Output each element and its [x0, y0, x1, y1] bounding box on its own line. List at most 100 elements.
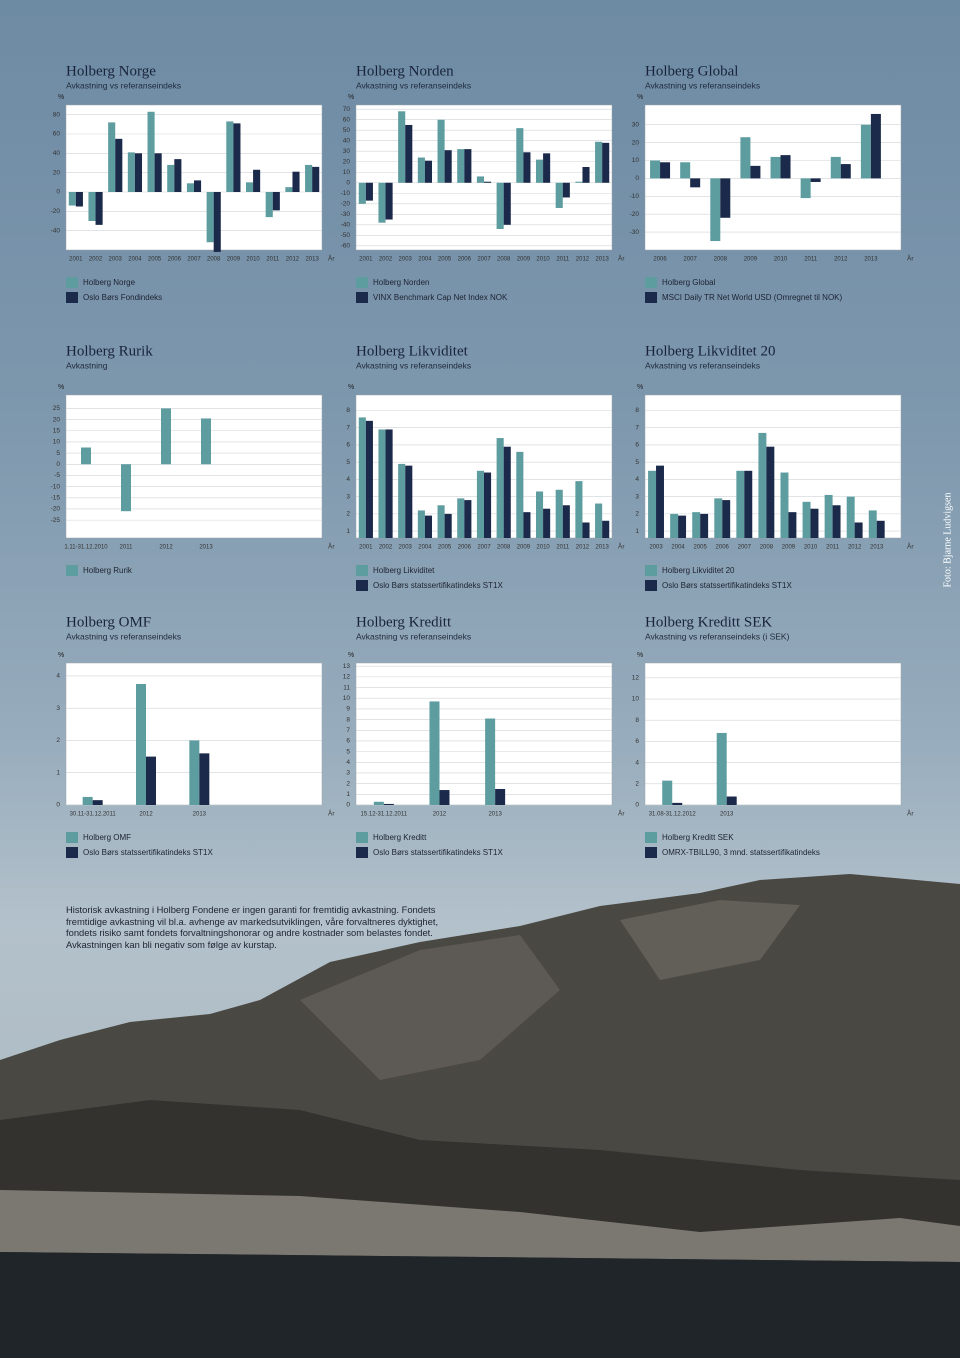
bar [484, 472, 492, 538]
y-axis-label: % [348, 652, 354, 659]
bar [444, 513, 452, 538]
bar [495, 788, 506, 805]
x-tick-label: 2013 [595, 545, 609, 551]
bar [206, 192, 214, 243]
bar [870, 113, 881, 179]
y-tick-label: 4 [56, 673, 60, 680]
bar [744, 470, 753, 538]
bar [714, 498, 723, 538]
bar [457, 149, 465, 183]
y-tick-label: -15 [51, 495, 61, 502]
bar [840, 164, 851, 179]
bar [365, 182, 373, 201]
y-tick-label: -5 [54, 472, 60, 479]
bar [555, 182, 563, 208]
y-tick-label: -20 [630, 211, 640, 218]
y-tick-label: 10 [343, 695, 351, 702]
bar [535, 491, 544, 538]
chart-subtitle: Avkastning vs referanseindeks [66, 631, 181, 641]
y-tick-label: 20 [632, 139, 640, 146]
legend-label: Holberg Kreditt [373, 833, 427, 842]
x-axis-label: År [328, 809, 335, 818]
y-tick-label: 12 [343, 674, 351, 681]
chart-title: Holberg Kreditt SEK [645, 614, 772, 630]
bar [373, 801, 384, 805]
y-tick-label: -50 [341, 232, 351, 239]
x-tick-label: 2008 [207, 257, 221, 263]
x-tick-label: 2007 [683, 257, 697, 263]
x-tick-label: 2008 [497, 545, 511, 551]
bar [810, 178, 821, 182]
legend-swatch [356, 847, 368, 858]
bar [758, 432, 767, 538]
bar [476, 176, 484, 183]
legend-label: Oslo Børs statssertifikatindeks ST1X [662, 581, 792, 590]
x-tick-label: 2007 [738, 545, 752, 551]
x-tick-label: 2012 [286, 257, 300, 263]
y-tick-label: 40 [53, 150, 61, 157]
bar [602, 142, 610, 183]
legend-label: Oslo Børs statssertifikatindeks ST1X [373, 848, 503, 857]
bar [154, 153, 162, 192]
legend-label: Holberg Likviditet 20 [662, 566, 735, 575]
y-axis-label: % [58, 94, 64, 101]
y-tick-label: 5 [635, 459, 639, 466]
legend-swatch [645, 565, 657, 576]
y-tick-label: 10 [632, 696, 640, 703]
bar [464, 500, 472, 538]
legend-swatch [645, 832, 657, 843]
bar [800, 178, 811, 199]
bar [82, 796, 93, 805]
bar [523, 512, 531, 538]
x-tick-label: 2011 [826, 545, 840, 551]
y-axis-label: % [348, 384, 354, 391]
bar [670, 513, 679, 538]
bar [464, 149, 472, 183]
x-tick-label: 2009 [517, 545, 531, 551]
bar [272, 192, 280, 211]
bar [582, 522, 590, 538]
x-tick-label: 2003 [649, 545, 663, 551]
y-tick-label: 0 [56, 189, 60, 196]
bar [92, 800, 103, 805]
x-tick-label: 2009 [227, 257, 241, 263]
x-tick-label: 2010 [774, 257, 788, 263]
bar [75, 192, 83, 207]
x-axis-label: År [328, 254, 335, 263]
bar [680, 162, 691, 179]
x-tick-label: 2005 [148, 257, 162, 263]
bar [136, 683, 146, 805]
photo-credit: Foto: Bjarne Ludvigsen [942, 493, 953, 588]
bar [516, 451, 524, 538]
bar [365, 420, 373, 538]
bar [710, 178, 721, 242]
x-tick-label: 2002 [379, 257, 393, 263]
x-tick-label: 2008 [714, 257, 728, 263]
legend-swatch [645, 580, 657, 591]
bar [245, 182, 254, 192]
x-tick-label: 2001 [359, 257, 373, 263]
x-tick-label: 2012 [433, 812, 447, 818]
x-tick-label: 2012 [848, 545, 862, 551]
x-tick-label: 2006 [458, 545, 472, 551]
bar [253, 169, 261, 192]
bar [648, 470, 657, 538]
bar [595, 141, 603, 183]
bar [385, 182, 393, 220]
legend-label: Holberg Likviditet [373, 566, 435, 575]
bar [115, 138, 123, 192]
x-tick-label: 2009 [744, 257, 758, 263]
y-tick-label: 40 [343, 137, 351, 144]
y-tick-label: 12 [632, 675, 640, 682]
x-tick-label: 2010 [804, 545, 818, 551]
y-tick-label: 4 [635, 476, 639, 483]
bar [147, 111, 155, 192]
bar [378, 182, 386, 223]
y-tick-label: -25 [51, 517, 61, 524]
x-axis-label: År [618, 542, 625, 551]
x-tick-label: 2012 [159, 545, 173, 551]
y-tick-label: 10 [632, 157, 640, 164]
x-axis-label: År [618, 809, 625, 818]
water [0, 1252, 960, 1358]
y-tick-label: -30 [630, 229, 640, 236]
